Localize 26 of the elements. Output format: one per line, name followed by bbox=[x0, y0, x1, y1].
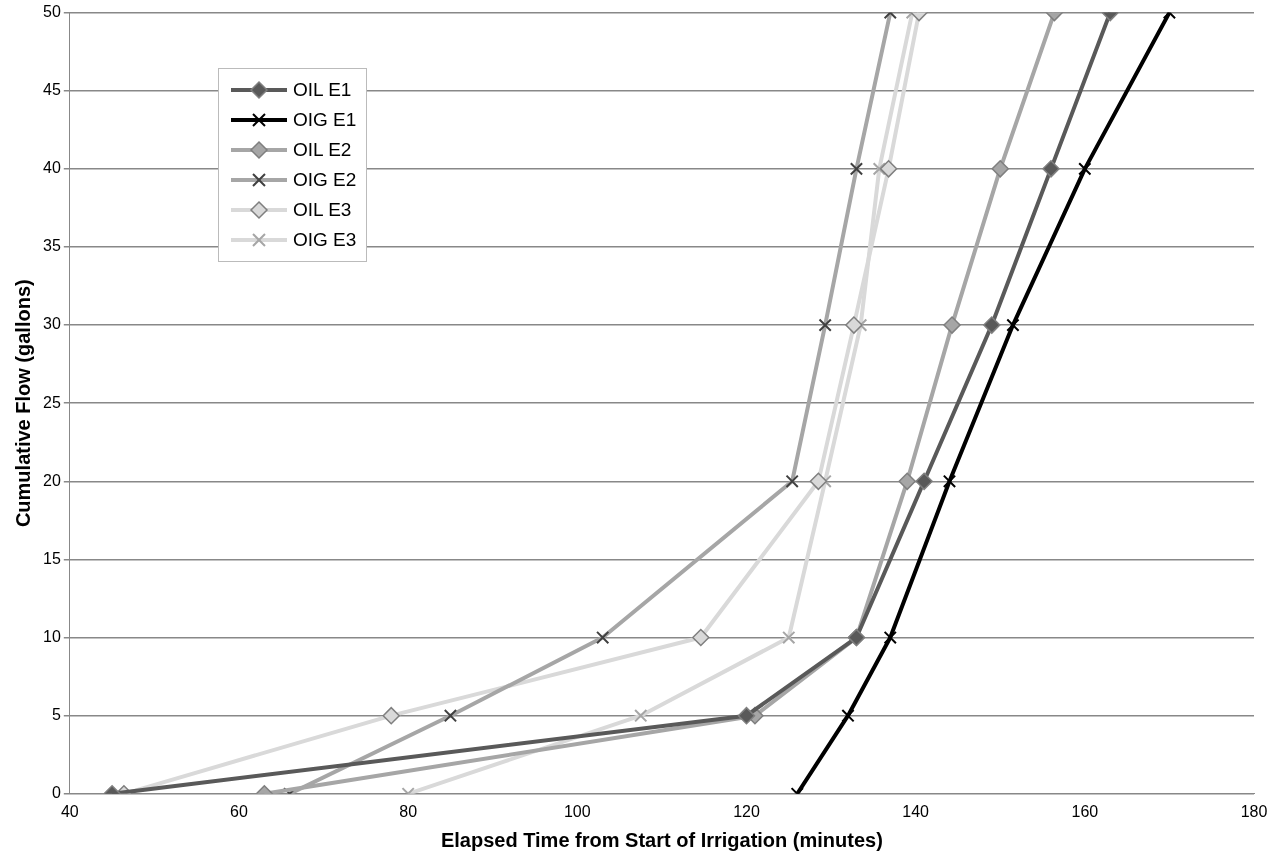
x-tick-label: 80 bbox=[399, 802, 418, 820]
y-tick-label: 50 bbox=[43, 3, 61, 21]
y-tick-label: 40 bbox=[43, 159, 61, 177]
x-tick-label: 140 bbox=[902, 802, 930, 820]
y-tick-label: 45 bbox=[43, 81, 61, 99]
legend-label: OIG E2 bbox=[293, 169, 357, 191]
x-tick-label: 160 bbox=[1071, 802, 1099, 820]
legend-label: OIL E3 bbox=[293, 199, 352, 221]
y-tick-label: 15 bbox=[43, 549, 61, 567]
y-tick-label: 0 bbox=[51, 784, 61, 802]
x-tick-label: 120 bbox=[733, 802, 760, 820]
legend-label: OIL E1 bbox=[293, 79, 352, 101]
legend-label: OIG E1 bbox=[293, 109, 357, 131]
x-axis-title: Elapsed Time from Start of Irrigation (minutes) bbox=[440, 828, 883, 851]
legend-label: OIG E3 bbox=[293, 229, 357, 251]
y-tick-label: 30 bbox=[43, 315, 61, 333]
y-tick-label: 10 bbox=[43, 627, 61, 645]
y-tick-label: 20 bbox=[43, 471, 61, 489]
y-tick-label: 35 bbox=[43, 237, 61, 255]
y-tick-label: 5 bbox=[51, 706, 61, 724]
legend-label: OIL E2 bbox=[293, 139, 352, 161]
x-tick-label: 100 bbox=[563, 802, 591, 820]
x-tick-label: 60 bbox=[230, 802, 248, 820]
x-tick-label: 180 bbox=[1240, 802, 1268, 820]
y-tick-label: 25 bbox=[43, 393, 61, 411]
y-axis-title: Cumulative Flow (gallons) bbox=[11, 279, 34, 528]
